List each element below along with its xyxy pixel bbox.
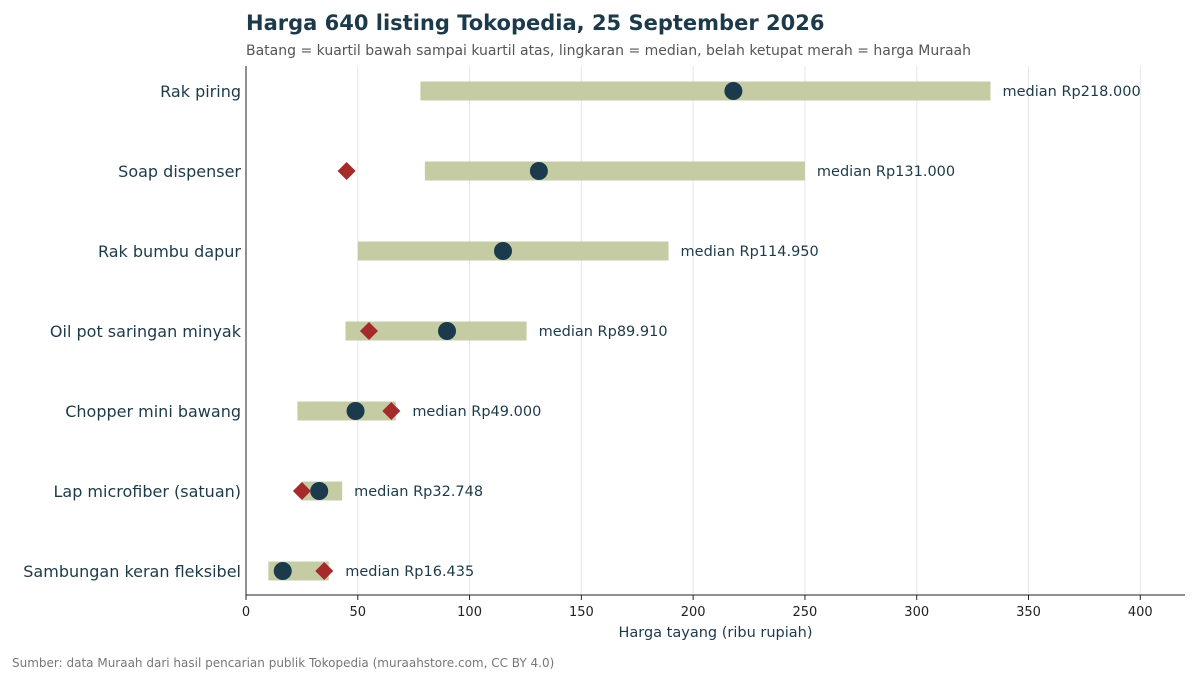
iqr-bar (357, 241, 669, 261)
x-tick-label: 100 (457, 605, 482, 620)
muraah-diamond (315, 562, 334, 580)
chart-subtitle: Batang = kuartil bawah sampai kuartil at… (246, 43, 972, 59)
category-label: Sambungan keran fleksibel (23, 562, 241, 581)
x-tick-label: 300 (904, 605, 929, 620)
range-bars (268, 81, 991, 581)
labels: Rak piring median Rp218.000 Soap dispenser… (23, 82, 1140, 581)
axes: 0 50 100 150 200 250 300 350 400 (242, 66, 1185, 620)
x-axis-label: Harga tayang (ribu rupiah) (618, 625, 812, 641)
category-label: Lap microfiber (satuan) (53, 482, 241, 501)
median-dot (529, 162, 548, 180)
markers (273, 82, 743, 580)
median-annotation: median Rp131.000 (817, 164, 955, 180)
muraah-diamond (359, 322, 378, 340)
x-tick-label: 50 (350, 605, 367, 620)
median-annotation: median Rp16.435 (345, 564, 474, 580)
category-label: Soap dispenser (118, 162, 241, 181)
x-tick-label: 200 (681, 605, 706, 620)
category-label: Oil pot saringan minyak (50, 322, 242, 341)
median-annotation: median Rp89.910 (539, 324, 668, 340)
category-label: Rak piring (160, 82, 241, 101)
median-dot (346, 402, 365, 420)
chart-title: Harga 640 listing Tokopedia, 25 Septembe… (246, 11, 825, 35)
median-dot (273, 562, 292, 580)
x-tick-label: 250 (793, 605, 818, 620)
x-tick-label: 150 (569, 605, 594, 620)
median-annotation: median Rp49.000 (412, 404, 541, 420)
median-dot (724, 82, 743, 100)
x-tick-label: 350 (1016, 605, 1041, 620)
category-label: Rak bumbu dapur (98, 242, 241, 261)
muraah-diamond (337, 162, 356, 180)
median-annotation: median Rp114.950 (681, 244, 819, 260)
median-dot (493, 242, 512, 260)
median-dot (310, 482, 329, 500)
source-note: Sumber: data Muraah dari hasil pencarian… (12, 656, 555, 670)
iqr-bar (424, 161, 805, 181)
muraah-diamond (382, 402, 401, 420)
x-tick-label: 0 (242, 605, 250, 620)
x-tick-label: 400 (1128, 605, 1153, 620)
median-annotation: median Rp218.000 (1002, 84, 1140, 100)
iqr-bar (345, 321, 527, 341)
median-annotation: median Rp32.748 (354, 484, 483, 500)
median-dot (438, 322, 457, 340)
muraah-diamond (292, 482, 311, 500)
iqr-bar (420, 81, 991, 101)
category-label: Chopper mini bawang (65, 402, 241, 421)
